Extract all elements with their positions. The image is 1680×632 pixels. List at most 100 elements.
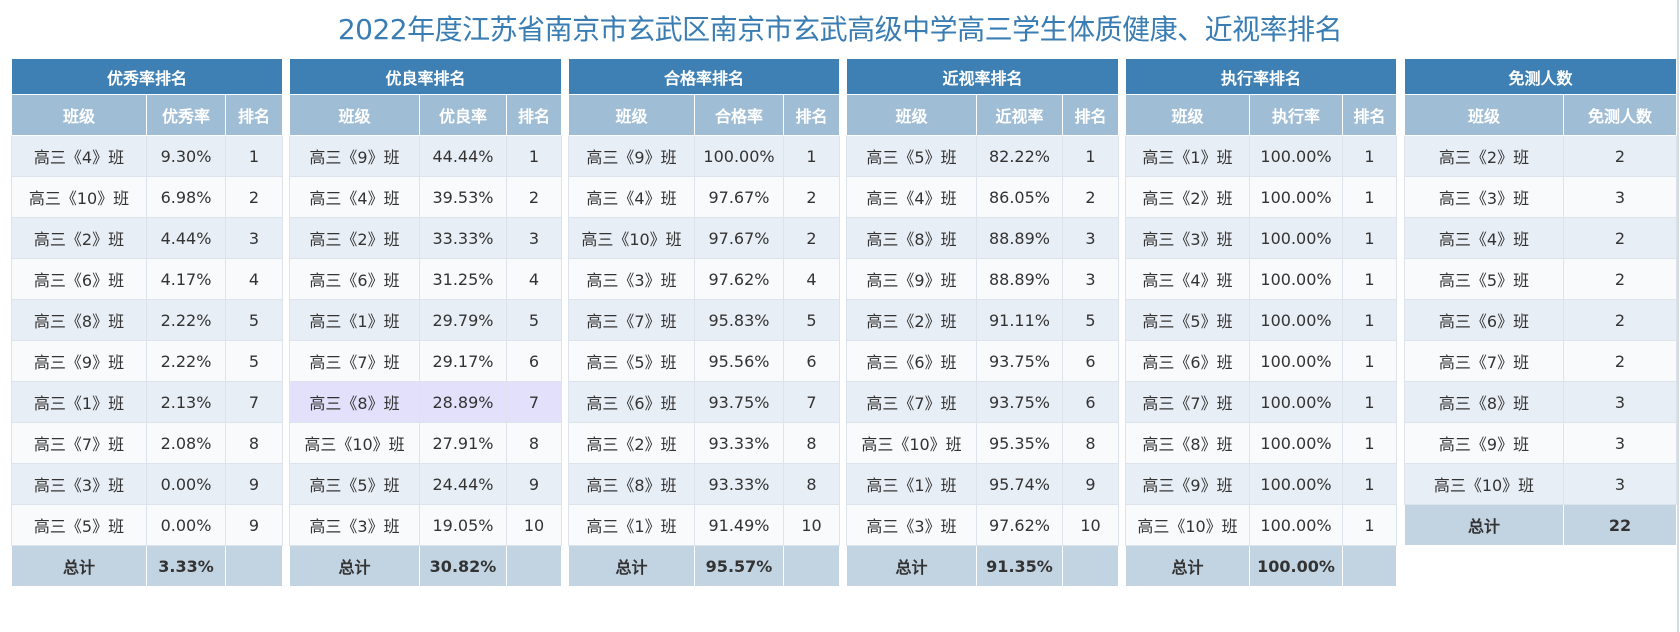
class-cell: 高三《4》班: [1125, 258, 1250, 300]
table-row: 高三《4》班 39.53% 2: [289, 176, 563, 218]
count-cell: 3: [1562, 422, 1678, 464]
column-header-rate: 执行率: [1249, 94, 1343, 136]
rank-cell: 2: [224, 176, 284, 218]
total-rank: [224, 545, 284, 587]
rank-cell: 6: [505, 340, 563, 382]
class-cell: 高三《4》班: [846, 176, 977, 218]
table-row: 高三《3》班 100.00% 1: [1125, 217, 1398, 259]
rate-cell: 93.75%: [976, 340, 1063, 382]
table-row: 高三《7》班 29.17% 6: [289, 340, 563, 382]
class-cell: 高三《1》班: [289, 299, 420, 341]
total-label: 总计: [289, 545, 420, 587]
class-cell: 高三《3》班: [289, 504, 420, 546]
table-title: 免测人数: [1403, 58, 1678, 95]
rank-cell: 4: [505, 258, 563, 300]
table-title: 执行率排名: [1124, 58, 1398, 95]
rank-cell: 1: [1341, 463, 1398, 505]
class-cell: 高三《1》班: [846, 463, 977, 505]
rank-cell: 9: [505, 463, 563, 505]
table-row: 高三《5》班 95.56% 6: [568, 340, 841, 382]
rate-cell: 88.89%: [976, 258, 1063, 300]
class-cell: 高三《2》班: [11, 217, 147, 259]
page-edge-divider: [1677, 0, 1679, 632]
class-cell: 高三《6》班: [11, 258, 147, 300]
rate-cell: 2.08%: [146, 422, 226, 464]
rank-cell: 1: [224, 135, 284, 177]
rank-cell: 1: [1341, 217, 1398, 259]
table-row: 高三《8》班 2.22% 5: [11, 299, 284, 341]
table-row: 高三《6》班 2: [1404, 299, 1678, 341]
class-cell: 高三《3》班: [846, 504, 977, 546]
class-cell: 高三《2》班: [1125, 176, 1250, 218]
rate-cell: 0.00%: [146, 463, 226, 505]
table-row: 高三《8》班 100.00% 1: [1125, 422, 1398, 464]
rate-cell: 29.79%: [419, 299, 507, 341]
rank-cell: 6: [782, 340, 841, 382]
class-cell: 高三《7》班: [846, 381, 977, 423]
table-row: 高三《7》班 100.00% 1: [1125, 381, 1398, 423]
table-row: 高三《5》班 2: [1404, 258, 1678, 300]
rank-cell: 1: [1341, 422, 1398, 464]
rate-cell: 100.00%: [1249, 217, 1343, 259]
table-row: 高三《1》班 91.49% 10: [568, 504, 841, 546]
table-row: 高三《4》班 97.67% 2: [568, 176, 841, 218]
table-row: 高三《9》班 88.89% 3: [846, 258, 1120, 300]
rank-cell: 3: [505, 217, 563, 259]
table-row: 高三《3》班 97.62% 10: [846, 504, 1120, 546]
rate-cell: 95.74%: [976, 463, 1063, 505]
class-cell: 高三《2》班: [1404, 135, 1564, 177]
rate-cell: 100.00%: [1249, 381, 1343, 423]
class-cell: 高三《10》班: [568, 217, 695, 259]
column-header-rate: 合格率: [694, 94, 784, 136]
class-cell: 高三《4》班: [568, 176, 695, 218]
total-row: 总计 95.57%: [568, 545, 841, 587]
rank-cell: 1: [505, 135, 563, 177]
class-cell: 高三《5》班: [289, 463, 420, 505]
table-row: 高三《5》班 100.00% 1: [1125, 299, 1398, 341]
class-cell: 高三《8》班: [846, 217, 977, 259]
column-header-count: 免测人数: [1562, 94, 1678, 136]
table-row: 高三《10》班 3: [1404, 463, 1678, 505]
table-row: 高三《1》班 29.79% 5: [289, 299, 563, 341]
rate-cell: 33.33%: [419, 217, 507, 259]
myopia-rate-table: 近视率排名 班级 近视率 排名 高三《5》班 82.22% 1 高三《4》班 86.0…: [845, 58, 1120, 587]
class-cell: 高三《3》班: [11, 463, 147, 505]
count-cell: 2: [1562, 135, 1678, 177]
column-header-rank: 排名: [1061, 94, 1120, 136]
class-cell: 高三《9》班: [1125, 463, 1250, 505]
rate-cell: 100.00%: [1249, 340, 1343, 382]
total-label: 总计: [1404, 504, 1564, 546]
column-header-class: 班级: [568, 94, 695, 136]
table-row: 高三《6》班 31.25% 4: [289, 258, 563, 300]
class-cell: 高三《6》班: [846, 340, 977, 382]
table-row: 高三《5》班 82.22% 1: [846, 135, 1120, 177]
class-cell: 高三《4》班: [289, 176, 420, 218]
total-row: 总计 91.35%: [846, 545, 1120, 587]
rate-cell: 93.75%: [694, 381, 784, 423]
rate-cell: 97.67%: [694, 176, 784, 218]
class-cell: 高三《6》班: [568, 381, 695, 423]
rank-cell: 8: [224, 422, 284, 464]
table-row: 高三《4》班 9.30% 1: [11, 135, 284, 177]
column-header-rank: 排名: [1341, 94, 1398, 136]
class-cell: 高三《3》班: [1404, 176, 1564, 218]
page-title: 2022年度江苏省南京市玄武区南京市玄武高级中学高三学生体质健康、近视率排名: [337, 13, 1343, 46]
rank-cell: 7: [505, 381, 563, 423]
table-row: 高三《7》班 95.83% 5: [568, 299, 841, 341]
rank-cell: 1: [1341, 176, 1398, 218]
rank-cell: 1: [782, 135, 841, 177]
table-row: 高三《3》班 0.00% 9: [11, 463, 284, 505]
rank-cell: 3: [224, 217, 284, 259]
rank-cell: 2: [505, 176, 563, 218]
rate-cell: 24.44%: [419, 463, 507, 505]
class-cell: 高三《8》班: [1125, 422, 1250, 464]
class-cell: 高三《2》班: [568, 422, 695, 464]
rank-cell: 2: [1061, 176, 1120, 218]
class-cell: 高三《9》班: [846, 258, 977, 300]
class-cell: 高三《6》班: [1125, 340, 1250, 382]
table-row: 高三《10》班 95.35% 8: [846, 422, 1120, 464]
table-row: 高三《8》班 93.33% 8: [568, 463, 841, 505]
rank-cell: 1: [1341, 340, 1398, 382]
rank-cell: 6: [1061, 381, 1120, 423]
class-cell: 高三《9》班: [568, 135, 695, 177]
